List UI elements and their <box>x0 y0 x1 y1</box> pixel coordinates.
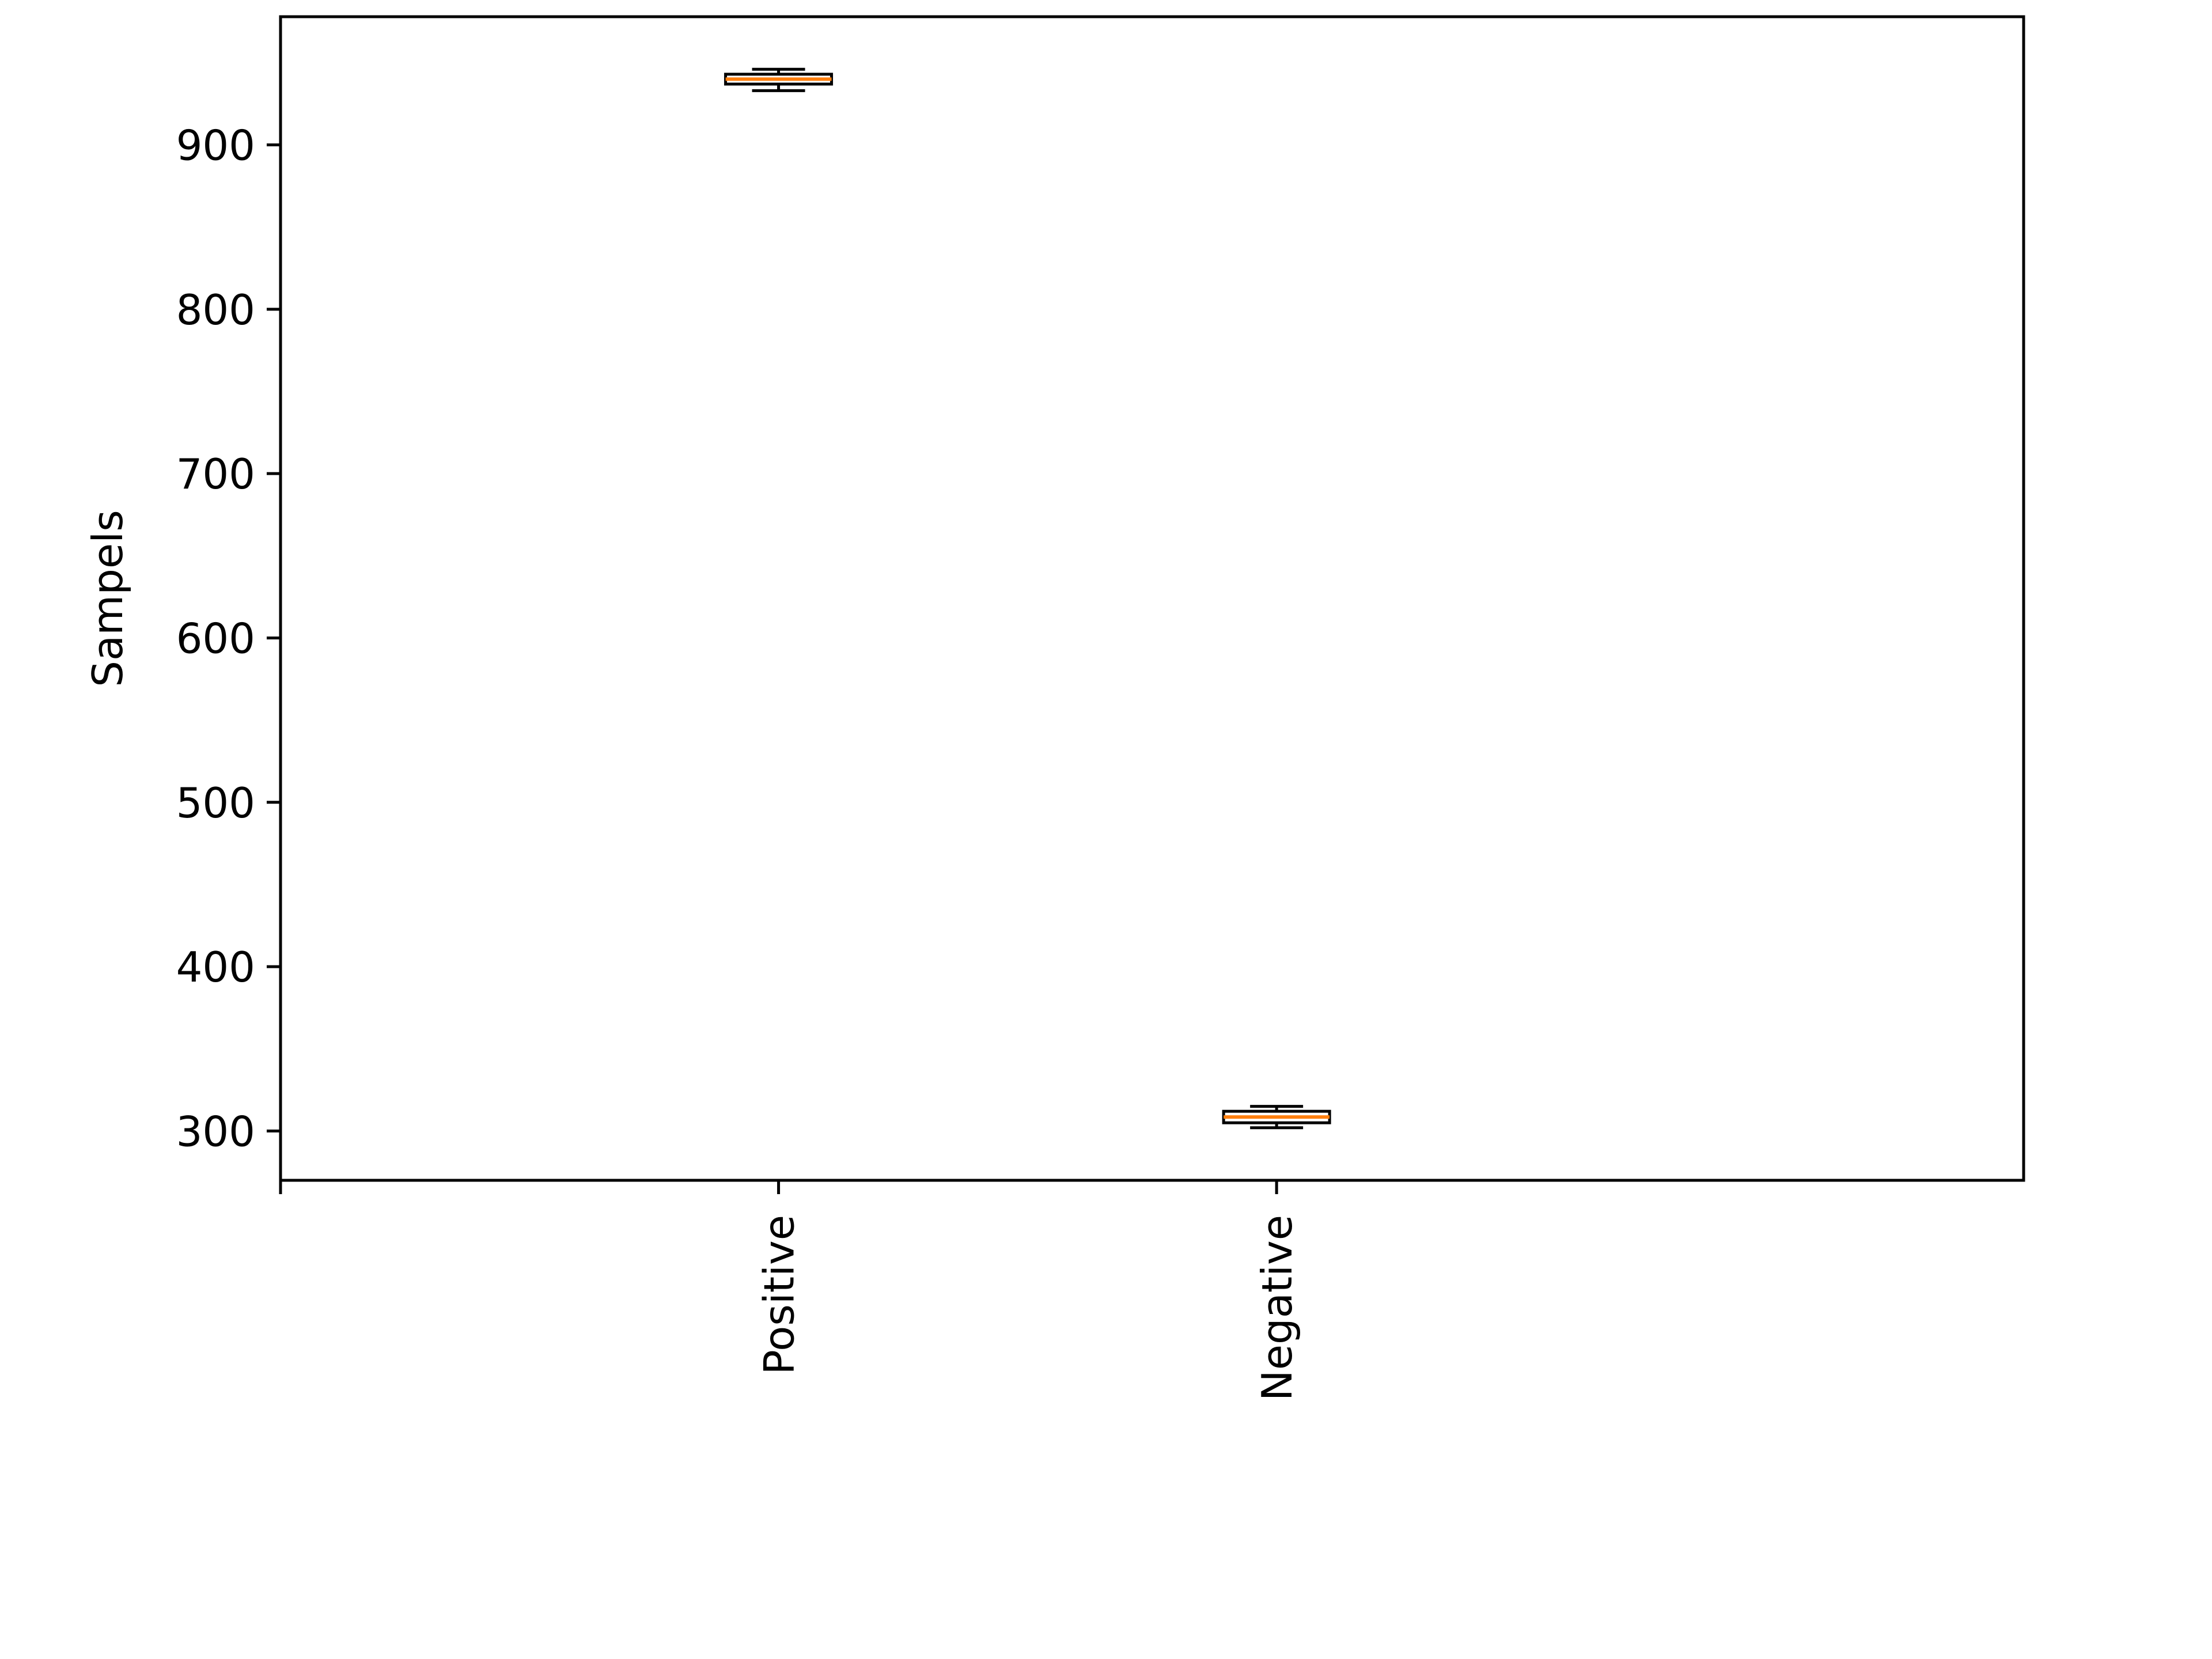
y-tick-label: 500 <box>176 779 255 827</box>
y-tick-label: 300 <box>176 1107 255 1156</box>
y-tick-label: 600 <box>176 614 255 662</box>
y-axis-label: Sampels <box>84 510 132 687</box>
y-tick-label: 700 <box>176 450 255 498</box>
box-positive <box>724 67 834 92</box>
x-tick-label: Negative <box>1253 1215 1301 1401</box>
box-marks <box>724 67 1331 1130</box>
plot-area <box>279 15 2025 1182</box>
y-tick-label: 400 <box>176 943 255 991</box>
x-axis: Positive Negative <box>279 1180 1301 1401</box>
box-negative <box>1222 1105 1331 1130</box>
y-tick-label: 900 <box>176 122 255 170</box>
y-axis: 300 400 500 600 700 800 900 <box>176 122 281 1156</box>
x-tick-label: Positive <box>755 1215 804 1375</box>
y-tick-label: 800 <box>176 286 255 334</box>
plot-frame <box>279 15 2025 1182</box>
